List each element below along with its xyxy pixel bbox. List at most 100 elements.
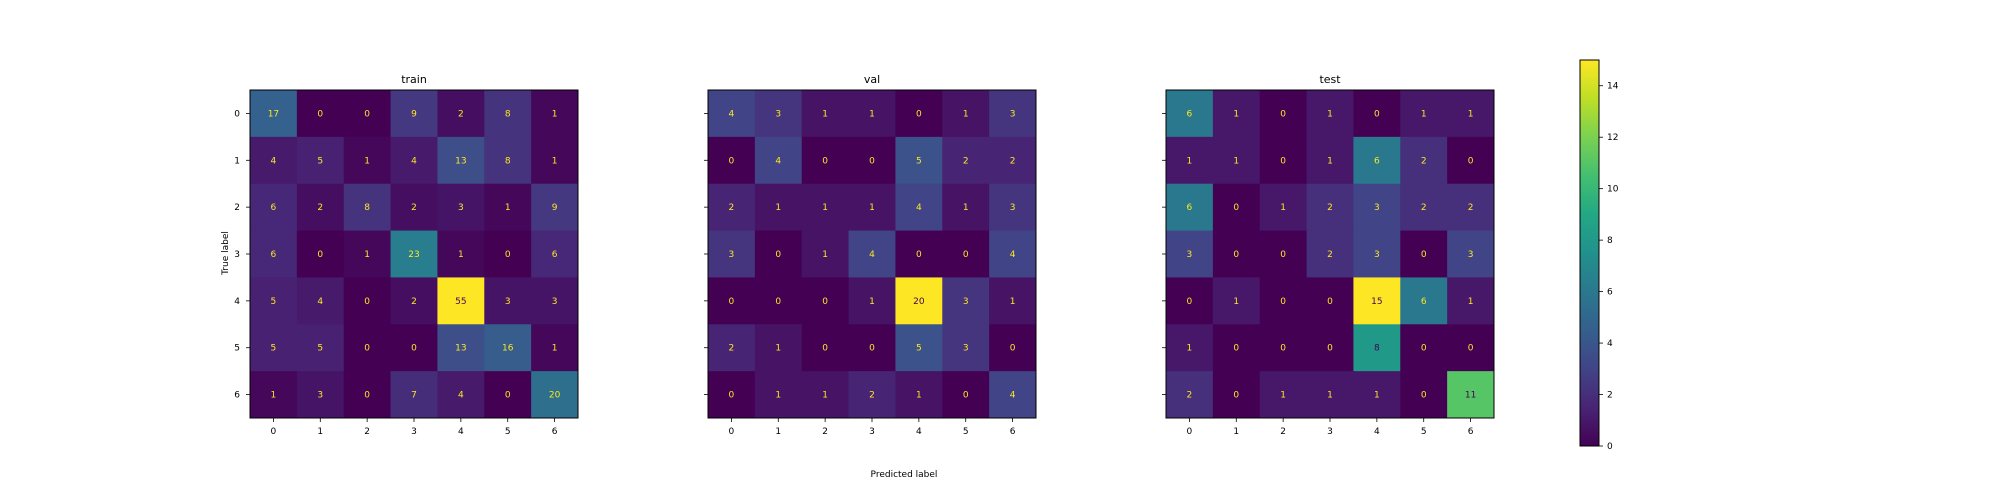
cell-value-label: 0 [1374,109,1380,119]
cell-value-label: 4 [1010,391,1016,401]
heatmap-cell [250,230,298,278]
cell-value-label: 0 [963,250,969,260]
cell-value-label: 3 [963,297,969,307]
heatmap-cell [296,90,345,138]
heatmap-cell [484,371,532,419]
heatmap-cell [343,324,392,372]
heatmap-cell [989,371,1037,419]
cell-value-label: 1 [1327,109,1333,119]
cell-value-label: 1 [775,391,781,401]
cell-value-label: 2 [1187,391,1193,401]
heatmap-cell [1400,324,1448,372]
heatmap-cell [531,183,579,232]
x-axis-label: Predicted label [871,470,938,480]
heatmap-cell [531,324,579,372]
heatmap-cell [1212,277,1261,325]
y-tick-label: 2 [234,203,240,213]
heatmap-cell [531,371,579,419]
x-tick-label: 5 [505,427,511,437]
cell-value-label: 6 [271,250,277,260]
x-tick-label: 3 [869,427,875,437]
panel-test: 6 1 0 1 0 1 11 1 0 1 6 2 06 0 1 2 3 2 23 0 0 2 3 0 30 1 0 0 15 6 11 0 0 0… [1162,73,1495,437]
heatmap-cell [801,324,850,372]
y-tick-label: 5 [234,344,240,354]
heatmap-cell [1353,230,1401,278]
heatmap-cell [989,230,1037,278]
cell-value-label: 3 [775,109,781,119]
colorbar-tick-label: 10 [1607,185,1619,195]
heatmap-cell [801,371,850,419]
x-tick-label: 3 [411,427,417,437]
heatmap-cell [1353,324,1401,372]
cell-value-label: 0 [1280,109,1286,119]
x-tick-label: 4 [916,427,922,437]
colorbar-tick-label: 8 [1607,236,1613,246]
heatmap-cell [942,183,990,232]
cell-value-label: 4 [411,156,417,166]
x-tick-label: 6 [1010,427,1016,437]
cell-value-label: 2 [963,156,969,166]
colorbar: 0 2 4 6 8 10 12 14 [1579,59,1619,452]
heatmap-cell [1306,90,1354,138]
cell-value-label: 3 [963,344,969,354]
heatmap-cell [1306,371,1354,419]
cell-value-label: 3 [505,297,511,307]
cell-value-label: 4 [916,203,922,213]
heatmap-cell [989,90,1037,138]
cell-value-label: 6 [1187,203,1193,213]
cell-value-label: 0 [1187,297,1193,307]
heatmap-cell [484,230,532,278]
heatmap-cell [1400,371,1448,419]
cell-value-label: 0 [1233,391,1239,401]
cell-value-label: 1 [1280,391,1286,401]
heatmap-cell [250,90,298,138]
x-tick-label: 4 [458,427,464,437]
cell-value-label: 1 [869,109,875,119]
heatmap-cell [484,277,532,325]
heatmap-cell [942,324,990,372]
heatmap-cell [754,324,803,372]
heatmap-cell [1353,90,1401,138]
cell-value-label: 0 [729,297,735,307]
cell-value-label: 3 [729,250,735,260]
heatmap-cell [1447,324,1495,372]
cell-value-label: 4 [271,156,277,166]
heatmap-cell [989,136,1037,185]
heatmap-cell [1306,324,1354,372]
cell-value-label: 0 [822,344,828,354]
cell-value-label: 0 [364,344,370,354]
cell-value-label: 1 [1421,109,1427,119]
cell-value-label: 1 [1233,109,1239,119]
heatmap-cell [343,230,392,278]
x-tick-label: 6 [552,427,558,437]
heatmap-cell [895,90,943,138]
cell-value-label: 1 [364,250,370,260]
heatmap-cell [708,230,756,278]
x-tick-label: 1 [1233,427,1239,437]
x-tick-label: 2 [822,427,828,437]
heatmap-cell [531,230,579,278]
heatmap-cell [390,230,438,278]
cell-value-label: 15 [1371,297,1382,307]
cell-value-label: 0 [1280,344,1286,354]
heatmap-cell [1447,183,1495,232]
cell-value-label: 1 [364,156,370,166]
heatmap-cell [754,230,803,278]
cell-value-label: 2 [317,203,323,213]
colorbar-tick-label: 0 [1607,442,1613,452]
cell-value-label: 1 [1374,391,1380,401]
heatmap-cell [390,324,438,372]
cell-value-label: 2 [1327,250,1333,260]
cell-value-label: 1 [552,156,558,166]
heatmap-cell [296,324,345,372]
heatmap-cell [250,136,298,185]
cell-value-label: 8 [505,156,511,166]
heatmap-cell [484,183,532,232]
heatmap-cell [1447,277,1495,325]
heatmap-cell [437,136,485,185]
x-tick-label: 3 [1327,427,1333,437]
heatmap-cell [1447,136,1495,185]
heatmap-cell [1259,230,1308,278]
heatmap-cell [390,371,438,419]
heatmap-cell [390,136,438,185]
